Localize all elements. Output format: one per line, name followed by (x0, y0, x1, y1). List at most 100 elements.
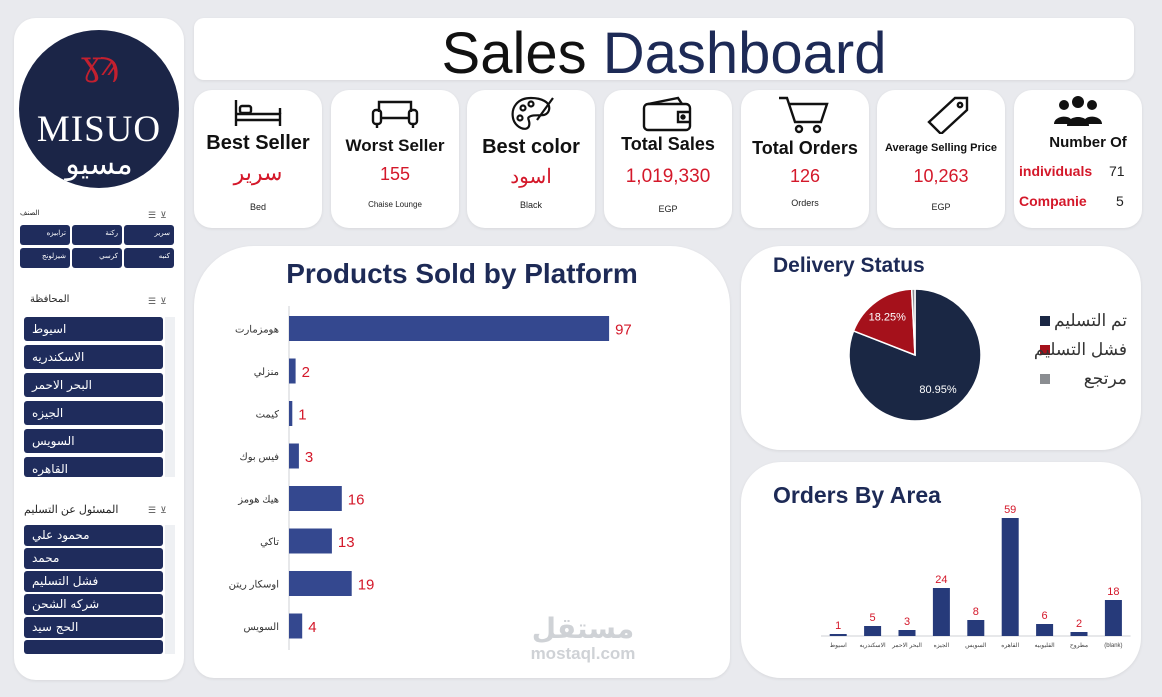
kpi-customers: Number Of individuals 71 Companie 5 (1014, 90, 1142, 228)
legend-swatch (1040, 374, 1050, 384)
companies-value: 5 (1116, 193, 1124, 209)
governorate-item[interactable]: الجيزه (24, 401, 163, 425)
legend-swatch (1040, 316, 1050, 326)
cart-icon (741, 94, 869, 134)
data-label: 16 (348, 492, 365, 509)
page-title: Sales Dashboard (194, 20, 1134, 87)
delivery-agent-item[interactable]: فشل التسليم (24, 571, 163, 592)
data-label: 2 (302, 364, 310, 381)
governorate-item[interactable]: البحر الاحمر (24, 373, 163, 397)
watermark: مستقل mostaql.com (508, 614, 658, 664)
category-label: هيك هومز (237, 495, 279, 506)
category-label: كيمت (256, 410, 280, 421)
delivery-agent-item[interactable]: محمود علي (24, 525, 163, 546)
bed-icon (194, 94, 322, 134)
governorate-scrollbar[interactable] (165, 317, 175, 477)
data-label: 4 (308, 619, 316, 636)
bar (932, 588, 950, 636)
kpi-value: 126 (789, 166, 821, 186)
governorate-slicer-title: المحافظة (30, 294, 70, 305)
area-bar-chart: 1 اسيوط 5 الاسكندريه 3 البحر الاحمر 24 الجيزه 8 ا… (821, 504, 1131, 649)
bar (829, 634, 847, 636)
individuals-label: individuals (1019, 163, 1093, 179)
data-label: 19 (358, 577, 375, 594)
people-icon (1014, 92, 1142, 132)
category-chip[interactable]: ركنة (72, 225, 122, 245)
wallet-icon (604, 94, 732, 134)
category-chip[interactable]: ترابيزه (20, 225, 70, 245)
bar (1036, 624, 1054, 636)
kpi-sub: Black (519, 200, 542, 210)
data-label: 59 (1004, 504, 1016, 516)
bar (1001, 518, 1019, 636)
multiselect-icon[interactable]: ☰ (148, 505, 161, 515)
governorate-item[interactable]: القاهره (24, 457, 163, 477)
kpi-average-price: Average Selling Price 10,263 EGP (877, 90, 1005, 228)
category-slicer-title: الصنف (20, 210, 40, 217)
category-chip[interactable]: شيزلونج (20, 248, 70, 268)
kpi-label: Best Seller (206, 132, 310, 154)
category-chip[interactable]: كرسي (72, 248, 122, 268)
category-label: (blank) (1104, 643, 1122, 649)
chart-title: Delivery Status (773, 254, 925, 277)
governorate-item[interactable]: الاسكندريه (24, 345, 163, 369)
kpi-best-seller: Best Seller سرير Bed (194, 90, 322, 228)
bar (289, 486, 342, 511)
category-chip[interactable]: سرير (124, 225, 174, 245)
bar (289, 316, 610, 341)
delivery-agent-item[interactable]: شركه الشحن (24, 594, 163, 615)
data-label: 3 (305, 449, 313, 466)
category-label: القاهره (1001, 642, 1019, 649)
bar (289, 613, 303, 639)
platform-chart-card: Products Sold by Platform هومزمارت 97 منزل… (194, 246, 730, 678)
data-label: 18 (1107, 586, 1119, 598)
sofa-icon (331, 94, 459, 134)
kpi-value: سرير (233, 160, 283, 185)
category-label: مطروح (1070, 642, 1088, 649)
clear-filter-icon[interactable]: ⊻ (160, 296, 171, 306)
delivery-agent-scrollbar[interactable] (165, 525, 175, 654)
kpi-total-sales: Total Sales 1,019,330 EGP (604, 90, 732, 228)
kpi-value: اسود (510, 166, 552, 188)
category-label: الجيزه (934, 642, 950, 649)
legend-label: تم التسليم (1054, 311, 1127, 331)
data-label: 1 (298, 407, 306, 424)
delivery-agent-item[interactable]: محمد (24, 548, 163, 569)
bar (289, 443, 299, 469)
kpi-sub: Orders (791, 198, 819, 208)
category-chip[interactable]: كنبه (124, 248, 174, 268)
kpi-sub: Bed (249, 202, 266, 212)
legend-swatch (1040, 345, 1050, 355)
logo-ornament: ɣϡ (81, 44, 119, 84)
kpi-value: 10,263 (913, 166, 969, 186)
bar (967, 620, 985, 636)
delivery-pie-chart: 80.95% 18.25% تم التسليم فشل التسليم مرتجع (848, 288, 1127, 422)
kpi-best-color: Best color اسود Black (467, 90, 595, 228)
watermark-latin: mostaql.com (530, 644, 636, 663)
delivery-agent-item[interactable] (24, 640, 163, 654)
category-label: هومزمارت (235, 325, 279, 336)
governorate-item[interactable]: السويس (24, 429, 163, 453)
multiselect-icon[interactable]: ☰ (148, 296, 161, 306)
bar (289, 528, 332, 554)
clear-filter-icon[interactable]: ⊻ (160, 505, 171, 515)
governorate-item[interactable]: اسيوط (24, 317, 163, 341)
data-label: 6 (1042, 610, 1048, 622)
slice-label: 18.25% (869, 311, 907, 323)
data-label: 2 (1076, 618, 1082, 630)
title-word-1: Sales (441, 21, 587, 86)
pie-slice (910, 288, 916, 356)
bar (864, 626, 882, 636)
multiselect-icon[interactable]: ☰ (148, 210, 161, 220)
kpi-label: Number Of (1049, 134, 1127, 151)
kpi-sub: EGP (931, 202, 951, 212)
delivery-agent-slicer-title: المسئول عن التسليم (24, 504, 119, 516)
kpi-label: Best color (482, 136, 580, 158)
kpi-value: 1,019,330 (625, 166, 711, 187)
delivery-agent-item[interactable]: الحج سيد (24, 617, 163, 638)
data-label: 24 (935, 574, 947, 586)
kpi-label: Average Selling Price (884, 142, 998, 154)
bar (898, 630, 916, 636)
category-label: القليوبيه (1035, 642, 1055, 649)
clear-filter-icon[interactable]: ⊻ (160, 210, 171, 220)
